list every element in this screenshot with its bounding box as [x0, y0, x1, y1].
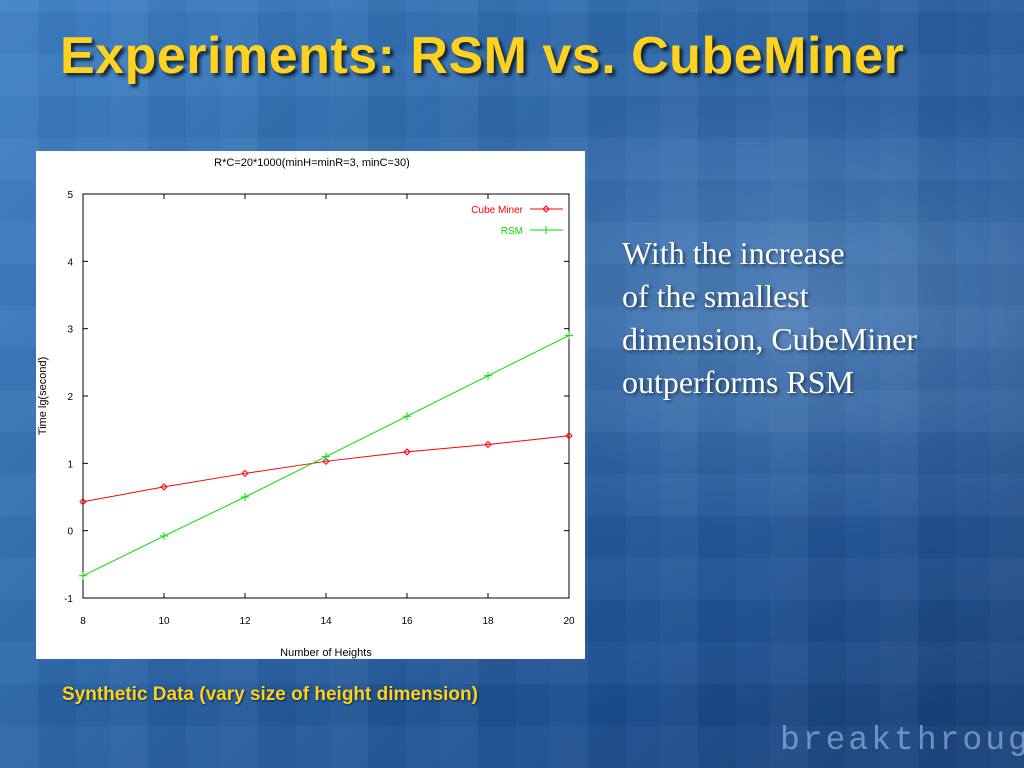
- x-tick-label: 10: [158, 616, 170, 627]
- legend: Cube Miner RSM: [471, 205, 563, 237]
- series-layer: [79, 331, 573, 580]
- data-point: [241, 469, 249, 478]
- y-tick-label: 3: [67, 325, 73, 336]
- legend-label: RSM: [501, 226, 523, 237]
- y-axis: -1 0 1 2 3 4 5: [64, 190, 569, 605]
- series-line: [82, 435, 570, 503]
- chart-caption: Synthetic Data (vary size of height dime…: [62, 684, 478, 705]
- chart-title: R*C=20*1000(minH=minR=3, minC=30): [214, 157, 410, 169]
- line-chart: R*C=20*1000(minH=minR=3, minC=30) -1 0 1 2 3…: [36, 151, 585, 659]
- x-tick-label: 16: [401, 616, 413, 627]
- x-tick-label: 18: [482, 616, 494, 627]
- side-text-line-4: outperforms RSM: [622, 364, 854, 400]
- data-point: [322, 457, 330, 466]
- y-tick-label: 5: [67, 190, 73, 201]
- y-axis-label: Time lg(second): [37, 357, 49, 435]
- x-tick-label: 20: [563, 616, 575, 627]
- y-tick-label: 2: [67, 392, 73, 403]
- data-point: [565, 432, 573, 440]
- x-tick-label: 14: [320, 616, 332, 627]
- data-point: [484, 371, 492, 380]
- side-text: With the increase of the smallest dimens…: [622, 232, 1012, 404]
- x-axis-label: Number of Heights: [280, 647, 372, 659]
- side-text-line-1: With the increase: [622, 235, 845, 271]
- data-point: [565, 331, 573, 340]
- x-tick-label: 8: [80, 616, 86, 627]
- y-tick-label: -1: [64, 594, 73, 605]
- data-point: [542, 205, 550, 213]
- y-tick-label: 1: [67, 459, 73, 470]
- plot-frame: [82, 193, 570, 599]
- series-cube-miner: [79, 432, 573, 506]
- chart-svg: R*C=20*1000(minH=minR=3, minC=30) -10123…: [37, 157, 575, 659]
- side-text-line-3: dimension, CubeMiner: [622, 321, 918, 357]
- side-text-line-2: of the smallest: [622, 278, 809, 314]
- data-point: [241, 493, 249, 501]
- data-point: [79, 571, 87, 580]
- x-axis: 8 10 12 14 16 18 20: [80, 194, 575, 627]
- brand-watermark: breakthrough: [780, 722, 1024, 759]
- y-tick-label: 0: [67, 527, 73, 538]
- data-point: [79, 498, 87, 506]
- data-point: [403, 412, 411, 421]
- data-point: [322, 452, 330, 461]
- data-point: [403, 448, 411, 456]
- x-tick-label: 12: [239, 616, 251, 627]
- y-tick-label: 4: [67, 257, 73, 268]
- data-point: [484, 440, 492, 449]
- data-point: [160, 532, 168, 541]
- legend-label: Cube Miner: [471, 205, 523, 216]
- data-point: [542, 226, 550, 234]
- series-rsm: [79, 331, 573, 580]
- data-point: [160, 483, 168, 491]
- slide-title: Experiments: RSM vs. CubeMiner: [60, 27, 905, 85]
